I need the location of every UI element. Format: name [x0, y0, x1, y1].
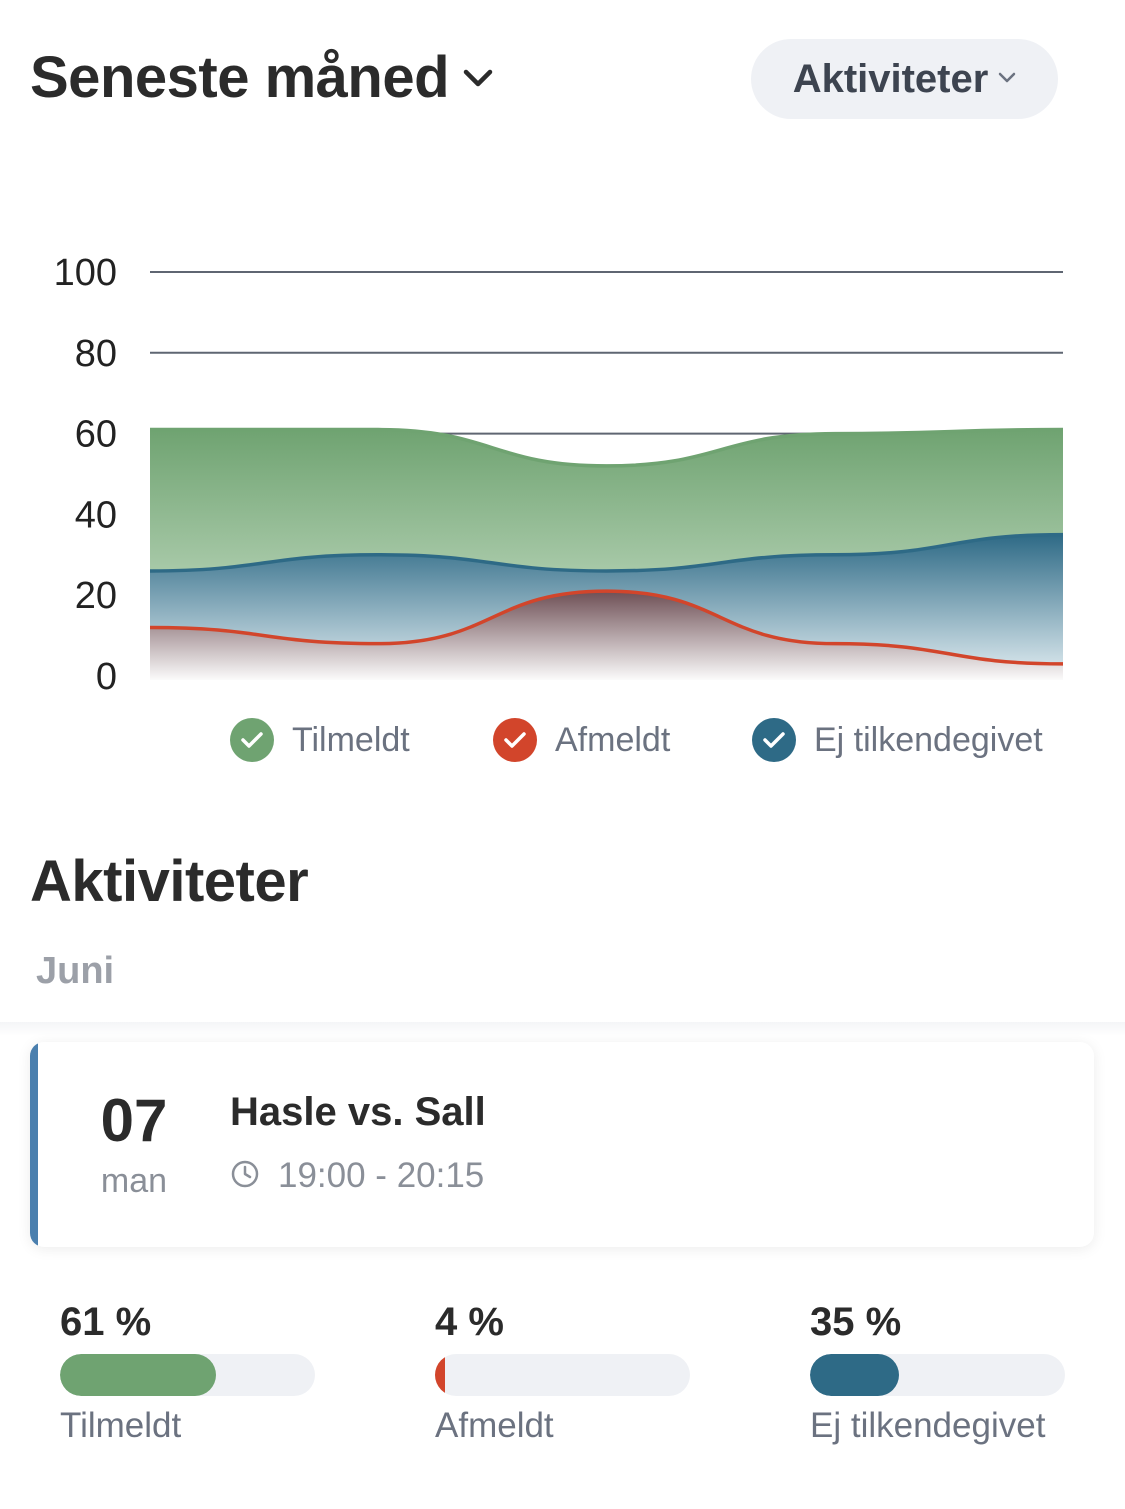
stat-label: Afmeldt: [435, 1406, 554, 1445]
stat-progress-track: [60, 1354, 315, 1396]
y-tick-label: 0: [96, 656, 117, 698]
y-tick-label: 60: [75, 414, 117, 456]
check-circle-icon: [493, 718, 537, 762]
check-circle-icon: [230, 718, 274, 762]
chart-legend: Tilmeldt Afmeldt Ej tilkendegivet: [0, 718, 1125, 768]
series-area-afmeldt: [150, 591, 1063, 680]
activity-filter-dropdown[interactable]: Aktiviteter: [751, 39, 1058, 119]
stat-label: Tilmeldt: [60, 1406, 182, 1445]
stat-progress-fill: [810, 1354, 900, 1396]
activity-title: Hasle vs. Sall: [230, 1090, 486, 1134]
stat-progress-fill: [435, 1354, 446, 1396]
divider: [0, 1022, 1125, 1036]
clock-icon: [230, 1159, 260, 1194]
legend-label: Afmeldt: [555, 720, 671, 759]
y-tick-label: 100: [54, 252, 117, 294]
legend-item-ej-tilkendegivet[interactable]: Ej tilkendegivet: [752, 718, 1043, 762]
chevron-down-icon: [998, 70, 1016, 88]
series-line-ej-tilkendegivet: [149, 532, 1064, 573]
stat-percent: 4 %: [435, 1300, 504, 1344]
stat-progress-track: [435, 1354, 690, 1396]
stat-progress-fill: [60, 1354, 216, 1396]
series-line-tilmeldt: [150, 427, 1064, 468]
activity-time-text: 19:00 - 20:15: [278, 1156, 485, 1195]
activity-day: 07: [100, 1087, 168, 1154]
activity-weekday: man: [100, 1162, 168, 1200]
legend-label: Ej tilkendegivet: [814, 720, 1043, 759]
card-accent-bar: [30, 1042, 38, 1247]
period-dropdown[interactable]: Seneste måned: [30, 40, 493, 116]
activities-heading: Aktiviteter: [30, 849, 309, 914]
y-tick-label: 80: [75, 333, 117, 375]
series-line-afmeldt: [149, 589, 1064, 666]
period-label: Seneste måned: [30, 45, 450, 110]
check-circle-icon: [752, 718, 796, 762]
legend-item-afmeldt[interactable]: Afmeldt: [493, 718, 670, 762]
y-tick-label: 20: [75, 575, 117, 617]
stat-percent: 35 %: [810, 1300, 902, 1344]
legend-label: Tilmeldt: [292, 720, 410, 759]
attendance-area-chart: 0 20 40 60 80 100: [54, 252, 1064, 698]
legend-item-tilmeldt[interactable]: Tilmeldt: [230, 718, 410, 762]
stat-afmeldt: 4 % Afmeldt: [435, 1296, 695, 1446]
activity-time: 19:00 - 20:15: [230, 1156, 484, 1196]
month-label: Juni: [36, 950, 115, 992]
stat-percent: 61 %: [60, 1300, 152, 1344]
stat-progress-track: [810, 1354, 1065, 1396]
filter-label: Aktiviteter: [792, 56, 989, 101]
stat-tilmeldt: 61 % Tilmeldt: [60, 1296, 320, 1446]
chevron-down-icon: [463, 68, 493, 88]
stat-label: Ej tilkendegivet: [810, 1406, 1046, 1445]
y-tick-label: 40: [75, 494, 117, 536]
stat-ej-tilkendegivet: 35 % Ej tilkendegivet: [810, 1296, 1070, 1446]
activity-card[interactable]: 07 man Hasle vs. Sall 19:00 - 20:15: [30, 1042, 1094, 1247]
